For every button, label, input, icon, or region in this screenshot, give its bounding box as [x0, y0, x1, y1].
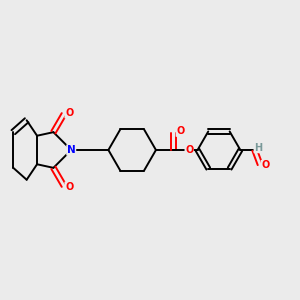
- Text: O: O: [185, 145, 194, 155]
- Text: H: H: [254, 142, 262, 153]
- Text: O: O: [261, 160, 269, 170]
- Text: O: O: [176, 126, 184, 136]
- Text: N: N: [67, 145, 76, 155]
- Text: O: O: [65, 108, 73, 118]
- Text: O: O: [65, 182, 73, 192]
